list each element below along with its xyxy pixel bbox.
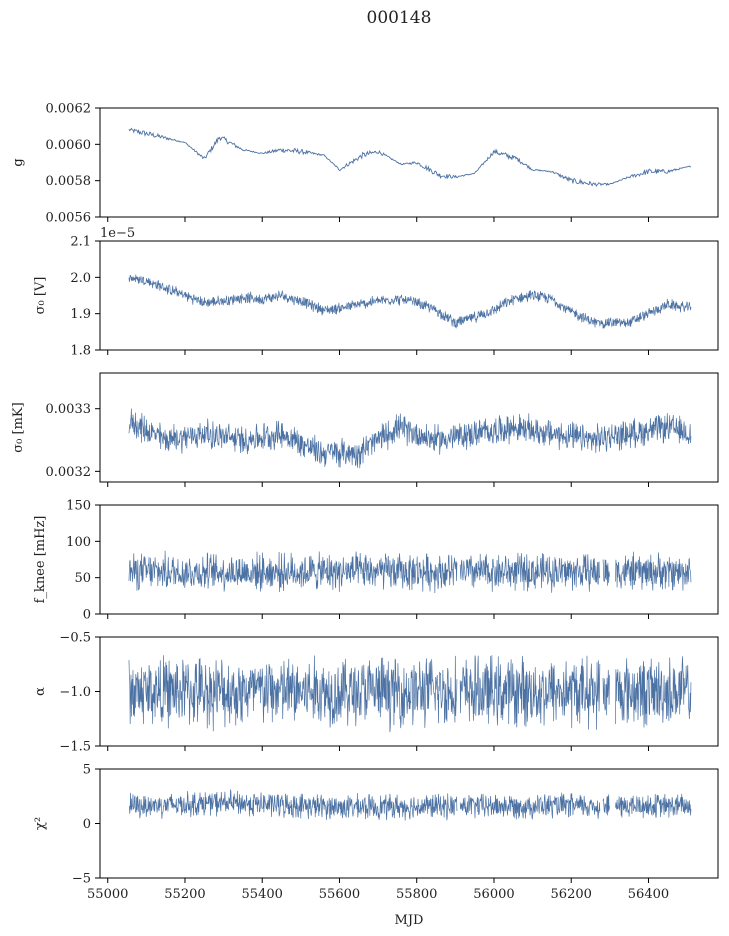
panel-3: 0.0032 0.0033 σ₀ [mK] bbox=[11, 372, 719, 487]
y-tick-label-3-1: 0.0032 bbox=[46, 465, 92, 480]
panel-6: −5 0 5 55000 55200 55400 55600 55800 56000 56200 5… bbox=[33, 763, 719, 902]
y-tick-label-5-3: −0.5 bbox=[59, 631, 91, 646]
y-tick-label-4-4: 150 bbox=[66, 499, 91, 514]
y-tick-label-2-2: 1.9 bbox=[70, 307, 91, 322]
panel-2: 1.8 1.9 2.0 2.1 σ₀ [V] 1e−5 bbox=[33, 226, 719, 359]
y-tick-label-2-3: 2.0 bbox=[70, 271, 91, 286]
panel-1: 0.0056 0.0058 0.0060 0.0062 g bbox=[11, 102, 719, 226]
series-line-3 bbox=[128, 408, 692, 469]
y-tick-label-6-3: 5 bbox=[83, 763, 91, 778]
y-tick-label-3-2: 0.0033 bbox=[46, 402, 92, 417]
y-tick-label-6-1: −5 bbox=[72, 872, 91, 887]
y-axis-label-4: f_knee [mHz] bbox=[33, 516, 48, 604]
offset-label-2: 1e−5 bbox=[100, 226, 135, 241]
series-line-5 bbox=[128, 655, 692, 733]
y-tick-label-1-4: 0.0062 bbox=[46, 102, 92, 117]
y-axis-label-1: g bbox=[11, 158, 26, 166]
x-tick-label-2: 55200 bbox=[164, 887, 205, 902]
x-tick-label-4: 55600 bbox=[319, 887, 360, 902]
panel-5: −1.5 −1.0 −0.5 α bbox=[33, 631, 719, 755]
plot-frame-6 bbox=[99, 768, 719, 879]
y-tick-label-6-2: 0 bbox=[83, 817, 91, 832]
y-tick-label-2-4: 2.1 bbox=[70, 235, 91, 250]
figure-title: 000148 bbox=[367, 8, 432, 28]
y-axis-label-3: σ₀ [mK] bbox=[11, 402, 26, 452]
series-line-1 bbox=[128, 127, 692, 187]
x-tick-label-3: 55400 bbox=[242, 887, 283, 902]
series-line-4 bbox=[128, 550, 692, 593]
y-tick-label-1-2: 0.0058 bbox=[46, 174, 92, 189]
plot-frame-1 bbox=[99, 107, 719, 218]
x-tick-label-1: 55000 bbox=[87, 887, 128, 902]
panel-4: 0 50 100 150 f_knee [mHz] bbox=[33, 499, 719, 623]
y-axis-label-5: α bbox=[33, 687, 48, 696]
y-tick-label-5-2: −1.0 bbox=[59, 685, 91, 700]
series-line-6 bbox=[128, 789, 692, 821]
y-axis-label-2: σ₀ [V] bbox=[33, 277, 48, 315]
series-line-2 bbox=[128, 274, 692, 329]
plot-frame-3 bbox=[99, 372, 719, 483]
plot-frame-2 bbox=[99, 240, 719, 351]
y-tick-label-4-2: 50 bbox=[74, 571, 91, 586]
x-tick-label-5: 55800 bbox=[396, 887, 437, 902]
y-tick-label-1-3: 0.0060 bbox=[46, 138, 92, 153]
y-tick-label-4-3: 100 bbox=[66, 535, 91, 550]
y-tick-label-5-1: −1.5 bbox=[59, 740, 91, 755]
x-tick-label-8: 56400 bbox=[628, 887, 669, 902]
x-tick-label-7: 56200 bbox=[551, 887, 592, 902]
y-axis-label-6: χ² bbox=[33, 817, 48, 830]
plot-frame-4 bbox=[99, 504, 719, 615]
x-axis-label: MJD bbox=[395, 913, 424, 928]
y-tick-label-4-1: 0 bbox=[83, 608, 91, 623]
x-tick-label-6: 56000 bbox=[473, 887, 514, 902]
y-tick-label-1-1: 0.0056 bbox=[46, 211, 92, 226]
y-tick-label-2-1: 1.8 bbox=[70, 344, 91, 359]
